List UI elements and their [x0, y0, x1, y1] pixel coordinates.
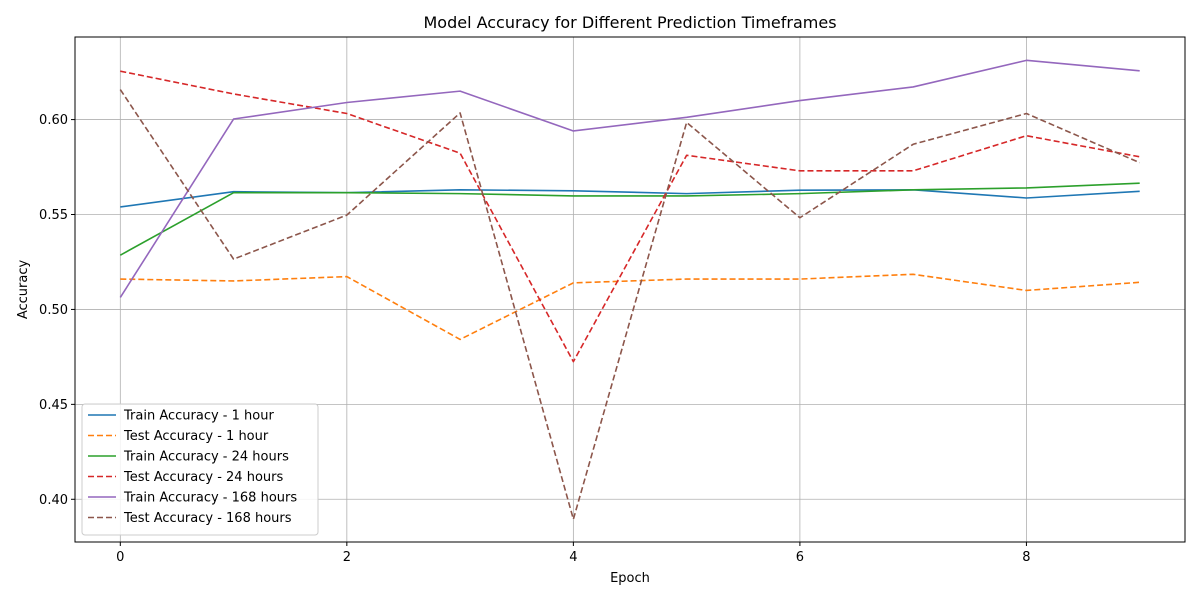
- series-line-6: [119, 89, 1141, 521]
- legend-box: [81, 403, 319, 536]
- legend-label-3: Train Accuracy - 24 hours: [123, 450, 289, 465]
- legend-label-4: Test Accuracy - 24 hours: [123, 470, 283, 485]
- y-axis-label: Accuracy: [16, 260, 31, 320]
- legend-label-5: Train Accuracy - 168 hours: [123, 491, 297, 506]
- axis-ticks: 0 2 4 6 8 0.40 0.45 0.50 0.55 0.60: [39, 113, 1031, 565]
- plot-frame: [74, 36, 1186, 543]
- grid: [75, 37, 1185, 542]
- y-tick-label: 0.60: [39, 113, 68, 128]
- legend: Train Accuracy - 1 hour Test Accuracy - 1…: [81, 403, 319, 536]
- y-tick-label: 0.55: [39, 208, 68, 223]
- x-tick-label: 0: [116, 550, 124, 565]
- x-tick-label: 2: [343, 550, 351, 565]
- x-tick-label: 8: [1022, 550, 1030, 565]
- y-tick-label: 0.40: [39, 493, 68, 508]
- series-line-5: [119, 59, 1140, 298]
- legend-label-6: Test Accuracy - 168 hours: [123, 511, 292, 526]
- legend-label-2: Test Accuracy - 1 hour: [123, 429, 269, 444]
- x-tick-label: 6: [796, 550, 804, 565]
- y-tick-label: 0.50: [39, 303, 68, 318]
- x-tick-label: 4: [569, 550, 577, 565]
- chart-title: Model Accuracy for Different Prediction …: [423, 13, 836, 32]
- legend-label-1: Train Accuracy - 1 hour: [123, 409, 274, 424]
- x-axis-label: Epoch: [610, 571, 650, 586]
- y-tick-label: 0.45: [39, 398, 68, 413]
- series-lines: [119, 59, 1141, 521]
- series-line-4: [120, 70, 1140, 363]
- series-line-3: [119, 182, 1140, 256]
